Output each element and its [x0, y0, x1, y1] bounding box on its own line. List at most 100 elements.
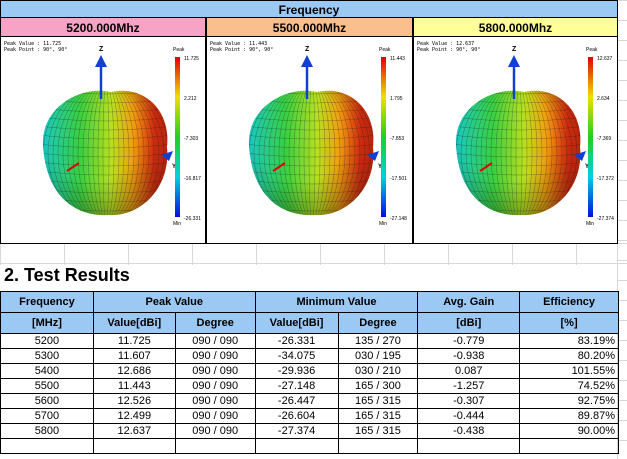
- data-row: 5600 12.526 090 / 090 -26.447 165 / 315 -0.30…: [0, 393, 619, 409]
- x-arrow: [479, 162, 493, 172]
- data-cell: 11.607: [92, 348, 176, 364]
- empty-cell: [174, 438, 256, 454]
- data-row: 5500 11.443 090 / 090 -27.148 165 / 300 -1.25…: [0, 378, 619, 394]
- mesh-line: [97, 90, 115, 216]
- data-cell: -26.447: [254, 393, 339, 409]
- header-cell: Efficiency: [519, 291, 619, 313]
- data-cell: 101.55%: [519, 363, 619, 379]
- mesh-line: [258, 90, 366, 216]
- header-row: Frequency Peak Value Minimum Value Avg. Gai…: [0, 291, 619, 313]
- mesh-line: [87, 90, 125, 216]
- data-cell: 74.52%: [519, 378, 619, 394]
- header-cell: Degree: [174, 312, 256, 334]
- data-cell: 5700: [0, 408, 94, 424]
- empty-cell: [0, 438, 94, 454]
- data-cell: 090 / 090: [174, 408, 256, 424]
- mesh-line: [248, 169, 374, 176]
- mesh-line: [485, 90, 553, 216]
- mesh-line: [47, 90, 165, 216]
- data-cell: 090 / 090: [174, 363, 256, 379]
- data-cell: 090 / 090: [174, 423, 256, 439]
- data-row: 5300 11.607 090 / 090 -34.075 030 / 195 -0.93…: [0, 348, 619, 364]
- data-cell: -0.438: [417, 423, 521, 439]
- color-scale: [588, 57, 593, 217]
- peak-point: Peak Point : 90°, 90°: [210, 47, 273, 53]
- mesh-line: [465, 90, 573, 216]
- empty-cell: [519, 438, 619, 454]
- data-cell: 090 / 090: [174, 393, 256, 409]
- mesh-line: [303, 90, 321, 216]
- data-cell: -27.374: [254, 423, 339, 439]
- data-cell: 090 / 090: [174, 348, 256, 364]
- peak-point: Peak Point : 90°, 90°: [4, 47, 67, 53]
- z-axis-label: Z: [305, 46, 310, 53]
- z-arrow: [95, 55, 107, 67]
- y-arrow: [367, 151, 379, 161]
- scale-label: -27.374: [597, 216, 614, 222]
- mesh-line: [42, 169, 168, 176]
- data-cell: -0.307: [417, 393, 521, 409]
- mesh-line: [253, 90, 371, 216]
- mesh-line: [515, 90, 523, 216]
- scale-label: -7.853: [390, 136, 404, 142]
- data-cell: 165 / 315: [337, 393, 419, 409]
- data-row: 5200 11.725 090 / 090 -26.331 135 / 270 -0.77…: [0, 333, 619, 349]
- mesh-line: [490, 90, 548, 216]
- mesh-line: [455, 169, 581, 176]
- mesh-line: [455, 160, 581, 167]
- data-cell: -27.148: [254, 378, 339, 394]
- scale-label: -7.369: [597, 136, 611, 142]
- scale-label: 1.795: [390, 96, 403, 102]
- data-cell: 0.087: [417, 363, 521, 379]
- data-row: 5800 12.637 090 / 090 -27.374 165 / 315 -0.43…: [0, 423, 619, 439]
- data-cell: 030 / 195: [337, 348, 419, 364]
- empty-cell: [417, 438, 521, 454]
- y-arrow: [161, 151, 173, 161]
- mesh-line: [248, 142, 374, 149]
- pattern-shade: [42, 90, 168, 216]
- mesh-line: [283, 90, 341, 216]
- radiation-pattern: [455, 90, 581, 216]
- pattern-panel: Z Y Peak Value : 11.443 Peak Point : 90°, 9…: [206, 36, 413, 244]
- header-cell: [MHz]: [0, 312, 94, 334]
- mesh-line: [495, 90, 543, 216]
- mesh-line: [500, 90, 538, 216]
- scale-top: Peak: [586, 47, 598, 53]
- empty-cell: [337, 438, 419, 454]
- empty-cell: [254, 438, 339, 454]
- data-cell: 92.75%: [519, 393, 619, 409]
- mesh-line: [102, 90, 110, 216]
- scale-label: 2.634: [597, 96, 610, 102]
- mesh-line: [42, 160, 168, 167]
- scale-label: -17.372: [597, 176, 614, 182]
- x-arrow: [66, 162, 80, 172]
- header-cell: Peak Value: [92, 291, 256, 313]
- mesh-line: [470, 90, 568, 216]
- y-axis-label: Y: [585, 164, 589, 170]
- data-cell: -1.257: [417, 378, 521, 394]
- mesh-line: [62, 90, 150, 216]
- scale-top: Peak: [379, 47, 391, 53]
- mesh-line: [510, 90, 528, 216]
- sheet-grid: [617, 0, 627, 459]
- header-cell: Avg. Gain: [417, 291, 521, 313]
- scale-label: -27.148: [390, 216, 407, 222]
- mesh-line: [298, 90, 326, 216]
- data-cell: 030 / 210: [337, 363, 419, 379]
- pattern-shade: [248, 90, 374, 216]
- mesh-line: [455, 142, 581, 149]
- scale-top: Peak: [173, 47, 185, 53]
- mesh-line: [248, 151, 374, 158]
- radiation-pattern: [42, 90, 168, 216]
- data-cell: 5500: [0, 378, 94, 394]
- scale-bottom: Min: [379, 221, 387, 227]
- radiation-pattern: [248, 90, 374, 216]
- empty-row: [0, 438, 619, 454]
- data-cell: 5400: [0, 363, 94, 379]
- data-cell: 165 / 315: [337, 423, 419, 439]
- scale-label: 11.443: [390, 56, 405, 62]
- mesh-line: [288, 90, 336, 216]
- results-table: Frequency Peak Value Minimum Value Avg. Gai…: [0, 291, 619, 454]
